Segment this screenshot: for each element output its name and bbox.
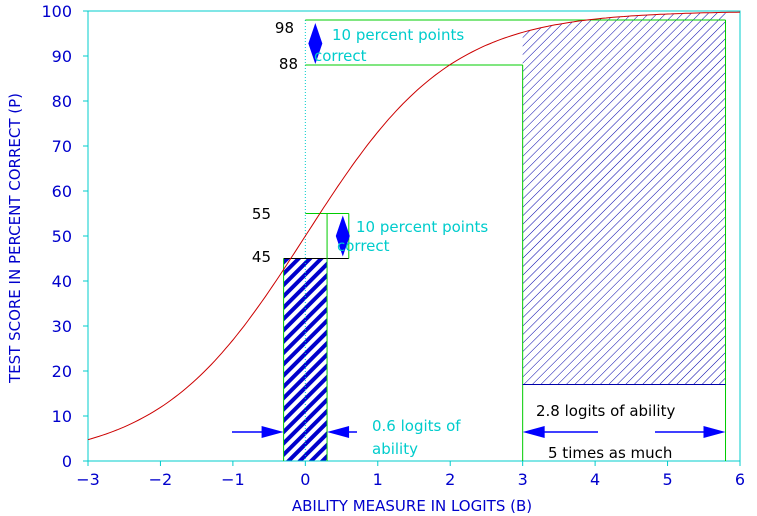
x-tick-label: 2 xyxy=(445,470,455,489)
arrows xyxy=(232,23,726,438)
y-axis-title: TEST SCORE IN PERCENT CORRECT (P) xyxy=(6,93,24,384)
x-tick-label: 0 xyxy=(300,470,310,489)
label-98: 98 xyxy=(275,19,294,37)
upper-percent-text-line1: 10 percent points xyxy=(332,26,464,44)
narrow-width-text-line2: ability xyxy=(372,440,418,458)
label-45: 45 xyxy=(252,248,271,266)
y-tick-label: 30 xyxy=(52,317,72,336)
y-tick-label: 10 xyxy=(52,407,72,426)
x-tick-label: 4 xyxy=(590,470,600,489)
y-tick-label: 60 xyxy=(52,182,72,201)
lower-arrow-down xyxy=(335,236,350,257)
x-tick-label: 1 xyxy=(373,470,383,489)
label-88: 88 xyxy=(279,55,298,73)
upper-arrow-up xyxy=(308,23,323,44)
ratio-text: 5 times as much xyxy=(548,444,672,462)
x-tick-label: −2 xyxy=(149,470,173,489)
y-tick-label: 40 xyxy=(52,272,72,291)
wide-left-arrow-head xyxy=(522,426,545,438)
y-tick-label: 90 xyxy=(52,47,72,66)
wide-hatched-region xyxy=(522,12,726,385)
upper-arrow-down xyxy=(308,43,323,64)
x-tick-label: 5 xyxy=(662,470,672,489)
y-tick-label: 20 xyxy=(52,362,72,381)
ogive-curve xyxy=(87,11,741,441)
wide-right-arrow-head xyxy=(703,426,726,438)
y-tick-label: 0 xyxy=(62,452,72,471)
x-tick-label: −3 xyxy=(76,470,100,489)
y-ticks: 0 10 20 30 40 50 60 70 80 90 100 xyxy=(41,2,88,471)
x-axis-title: ABILITY MEASURE IN LOGITS (B) xyxy=(292,497,532,515)
label-55: 55 xyxy=(252,205,271,223)
x-tick-label: 3 xyxy=(518,470,528,489)
y-tick-label: 70 xyxy=(52,137,72,156)
y-tick-label: 50 xyxy=(52,227,72,246)
wide-width-text: 2.8 logits of ability xyxy=(536,402,675,420)
lower-percent-text-line1: 10 percent points xyxy=(356,218,488,236)
x-tick-label: 6 xyxy=(735,470,745,489)
x-tick-label: −1 xyxy=(221,470,245,489)
lower-arrow-up xyxy=(335,215,350,236)
narrow-width-text-line1: 0.6 logits of xyxy=(372,417,461,435)
lower-percent-text-line2: correct xyxy=(337,237,390,255)
narrow-left-arrow-head xyxy=(261,426,284,438)
x-ticks: −3 −2 −1 0 1 2 3 4 5 6 xyxy=(76,461,745,489)
guide-lines xyxy=(283,19,727,461)
y-tick-label: 80 xyxy=(52,92,72,111)
upper-percent-text-line2: correct xyxy=(314,47,367,65)
narrow-right-arrow-head xyxy=(327,426,350,438)
y-tick-label: 100 xyxy=(41,2,72,21)
